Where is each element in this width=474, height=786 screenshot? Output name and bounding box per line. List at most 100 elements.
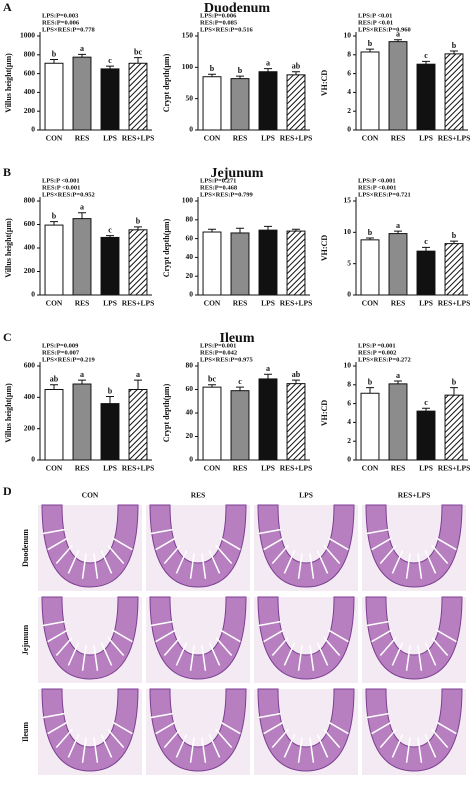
y-tick-label: 50 xyxy=(186,93,194,102)
y-tick-label: 0 xyxy=(347,455,351,464)
stat-text: LPS×RES:P=0.799 xyxy=(200,191,253,198)
significance-letter: a xyxy=(80,44,84,53)
bar xyxy=(388,41,408,131)
error-bar xyxy=(134,379,142,390)
villus xyxy=(47,537,68,551)
y-tick-label: 60 xyxy=(186,384,194,393)
y-tick-label: 200 xyxy=(24,106,36,115)
x-tick-label: CON xyxy=(46,134,63,143)
significance-letter: b xyxy=(368,377,373,386)
column-label: RES xyxy=(191,491,206,500)
villus xyxy=(309,737,315,763)
bar xyxy=(416,250,436,296)
bar xyxy=(286,383,306,461)
y-tick-label: 40 xyxy=(186,252,194,261)
x-tick-label: RES+LPS xyxy=(280,299,313,308)
y-axis-label: VH:CD xyxy=(320,400,329,426)
villus xyxy=(297,553,303,579)
y-tick-label: 80 xyxy=(186,215,194,224)
villus xyxy=(379,728,397,748)
villus xyxy=(271,636,289,656)
y-tick-label: 0 xyxy=(347,290,351,299)
villus xyxy=(379,636,397,656)
significance-letter: a xyxy=(396,371,400,380)
bar xyxy=(258,71,278,131)
y-axis-label: VH:CD xyxy=(320,235,329,261)
row-label: Jejunum xyxy=(21,625,30,656)
villus xyxy=(112,629,133,643)
y-tick-label: 2 xyxy=(347,436,351,445)
stat-text: RES:P=0.006 xyxy=(42,19,80,26)
error-bar xyxy=(208,73,216,77)
significance-letter: a xyxy=(396,30,400,39)
significance-letter: ab xyxy=(292,62,301,71)
error-bar xyxy=(78,212,86,219)
villus xyxy=(201,553,207,579)
x-tick-label: RES xyxy=(391,134,406,143)
y-tick-label: 10 xyxy=(344,31,352,40)
villus xyxy=(175,734,188,758)
x-tick-label: RES xyxy=(75,134,90,143)
x-tick-label: LPS xyxy=(261,464,275,473)
stat-text: LPS×RES:P=0.721 xyxy=(358,191,411,198)
x-tick-label: CON xyxy=(46,464,63,473)
significance-letter: b xyxy=(52,49,57,58)
x-tick-label: RES+LPS xyxy=(122,464,155,473)
x-tick-label: RES xyxy=(75,299,90,308)
villus xyxy=(283,550,296,574)
y-tick-label: 100 xyxy=(182,62,194,71)
y-tick-label: 60 xyxy=(186,233,194,242)
villus xyxy=(201,737,207,763)
stat-text: LPS:P=0.271 xyxy=(200,177,236,184)
y-axis-label: Villus height(μm) xyxy=(4,218,13,278)
error-bar xyxy=(292,379,300,384)
villus xyxy=(328,537,349,551)
error-bar xyxy=(208,384,216,388)
x-tick-label: CON xyxy=(362,464,379,473)
error-bar xyxy=(264,68,272,72)
villus xyxy=(93,737,99,763)
error-bar xyxy=(236,386,244,391)
y-tick-label: 400 xyxy=(24,243,36,252)
x-tick-label: CON xyxy=(362,299,379,308)
y-axis-label: VH:CD xyxy=(320,70,329,96)
y-tick-label: 800 xyxy=(24,50,36,59)
significance-letter: b xyxy=(52,211,57,220)
error-bar xyxy=(422,407,430,412)
bar xyxy=(258,378,278,461)
villus xyxy=(67,642,80,666)
stat-text: LPS×RES:P=0.516 xyxy=(200,26,253,33)
villus xyxy=(316,642,329,666)
y-tick-label: 80 xyxy=(186,361,194,370)
x-tick-label: RES xyxy=(233,134,248,143)
x-tick-label: RES+LPS xyxy=(280,134,313,143)
y-tick-label: 400 xyxy=(24,392,36,401)
villus xyxy=(175,642,188,666)
error-bar xyxy=(264,373,272,379)
x-tick-label: CON xyxy=(204,299,221,308)
bar xyxy=(444,394,464,461)
bar xyxy=(230,78,250,131)
error-bar xyxy=(450,387,458,396)
stat-text: LPS×RES:P=0.960 xyxy=(358,26,411,33)
stat-text: RES:P=0.085 xyxy=(200,19,238,26)
bar xyxy=(44,224,64,296)
error-bar xyxy=(134,226,142,230)
villus xyxy=(150,620,174,627)
y-tick-label: 15 xyxy=(344,196,352,205)
y-axis-label: Crypt depth(μm) xyxy=(162,383,171,442)
axes xyxy=(197,32,310,131)
villus xyxy=(405,737,411,763)
villus xyxy=(155,629,176,643)
villus xyxy=(323,636,341,656)
villus xyxy=(316,734,329,758)
x-tick-label: LPS xyxy=(419,134,433,143)
significance-letter: b xyxy=(238,66,243,75)
bar xyxy=(416,410,436,461)
stat-text: LPS:P <0.001 xyxy=(42,177,80,184)
villus xyxy=(220,537,241,551)
x-tick-label: LPS xyxy=(419,464,433,473)
y-tick-label: 6 xyxy=(347,68,351,77)
y-tick-label: 0 xyxy=(189,455,193,464)
stat-text: LPS×RES:P=0.952 xyxy=(42,191,95,198)
